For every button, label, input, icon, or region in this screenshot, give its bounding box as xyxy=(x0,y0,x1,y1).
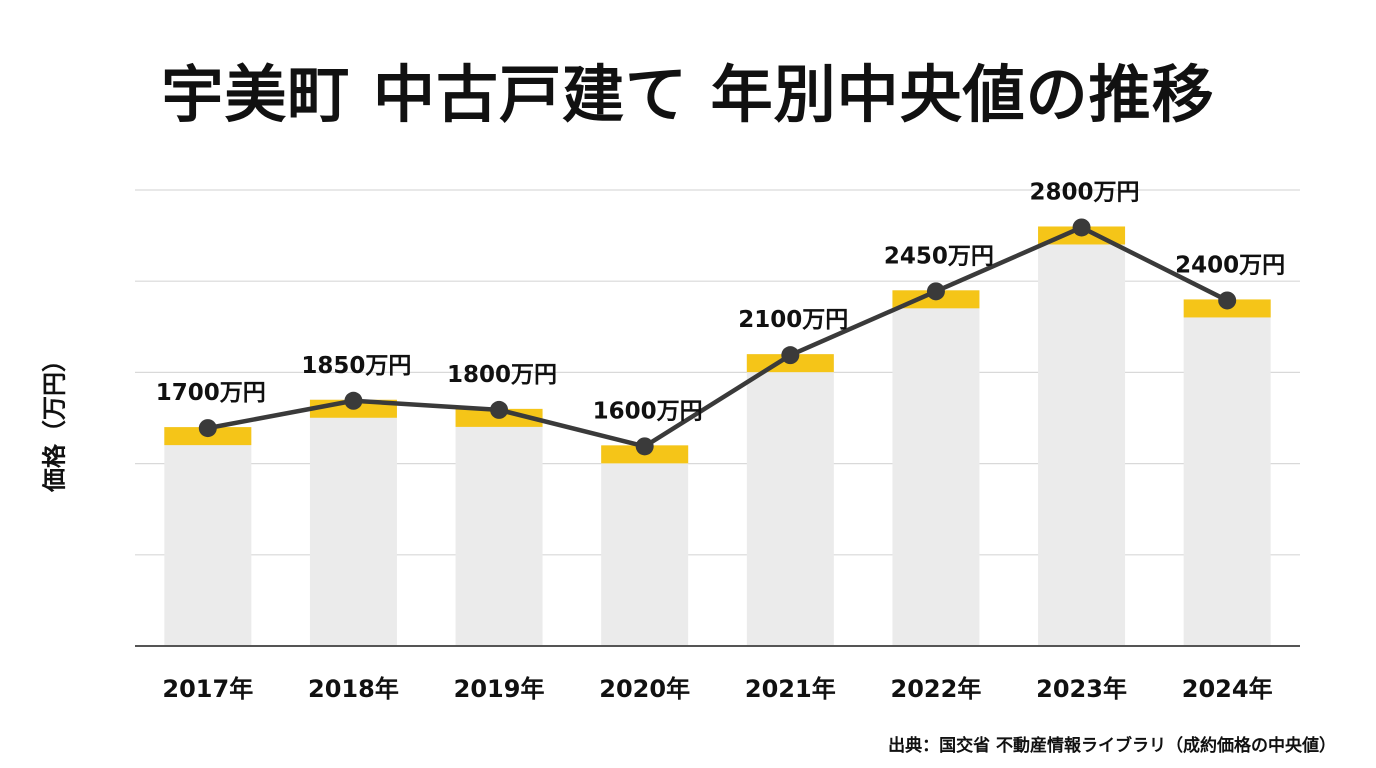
x-tick-label: 2022年 xyxy=(891,675,982,703)
data-label: 1800万円 xyxy=(447,362,557,388)
trend-point xyxy=(635,437,654,456)
bar xyxy=(1183,299,1271,646)
trend-point xyxy=(1218,291,1237,310)
chart-title: 宇美町 中古戸建て 年別中央値の推移 xyxy=(161,58,1215,131)
data-label: 2400万円 xyxy=(1175,252,1285,278)
bars xyxy=(164,226,1271,647)
trend-point xyxy=(926,282,945,301)
data-label: 1700万円 xyxy=(156,380,266,406)
data-labels: 1700万円 1850万円 1800万円 1600万円 2100万円 2450万円 2800… xyxy=(156,179,1285,424)
x-tick-label: 2021年 xyxy=(745,675,836,703)
trend-point xyxy=(198,419,217,438)
source-note: 出典：国交省 不動産情報ライブラリ（成約価格の中央値） xyxy=(888,736,1336,756)
data-label: 2100万円 xyxy=(738,307,848,333)
bar xyxy=(601,445,689,646)
bar xyxy=(746,354,834,646)
bar xyxy=(455,408,543,646)
trend-point xyxy=(344,391,363,410)
data-label: 2800万円 xyxy=(1030,179,1140,205)
bar xyxy=(892,290,980,646)
trend-point xyxy=(1072,218,1091,237)
bar xyxy=(164,427,252,646)
trend-line xyxy=(198,218,1237,456)
data-label: 2450万円 xyxy=(884,243,994,269)
x-tick-label: 2019年 xyxy=(454,675,545,703)
bar xyxy=(1038,226,1126,647)
bar xyxy=(309,399,397,646)
data-label: 1850万円 xyxy=(301,353,411,379)
data-label: 1600万円 xyxy=(593,398,703,424)
x-tick-label: 2017年 xyxy=(162,675,253,703)
x-tick-label: 2018年 xyxy=(308,675,399,703)
trend-point xyxy=(781,346,800,365)
x-axis: 2017年 2018年 2019年 2020年 2021年 2022年 2023年 2024年 xyxy=(135,645,1300,703)
x-tick-label: 2020年 xyxy=(599,675,690,703)
x-tick-label: 2023年 xyxy=(1036,675,1127,703)
x-tick-label: 2024年 xyxy=(1182,675,1273,703)
trend-line-path xyxy=(207,225,1229,449)
trend-point xyxy=(490,400,509,419)
y-axis-label: 価格（万円） xyxy=(40,348,69,492)
